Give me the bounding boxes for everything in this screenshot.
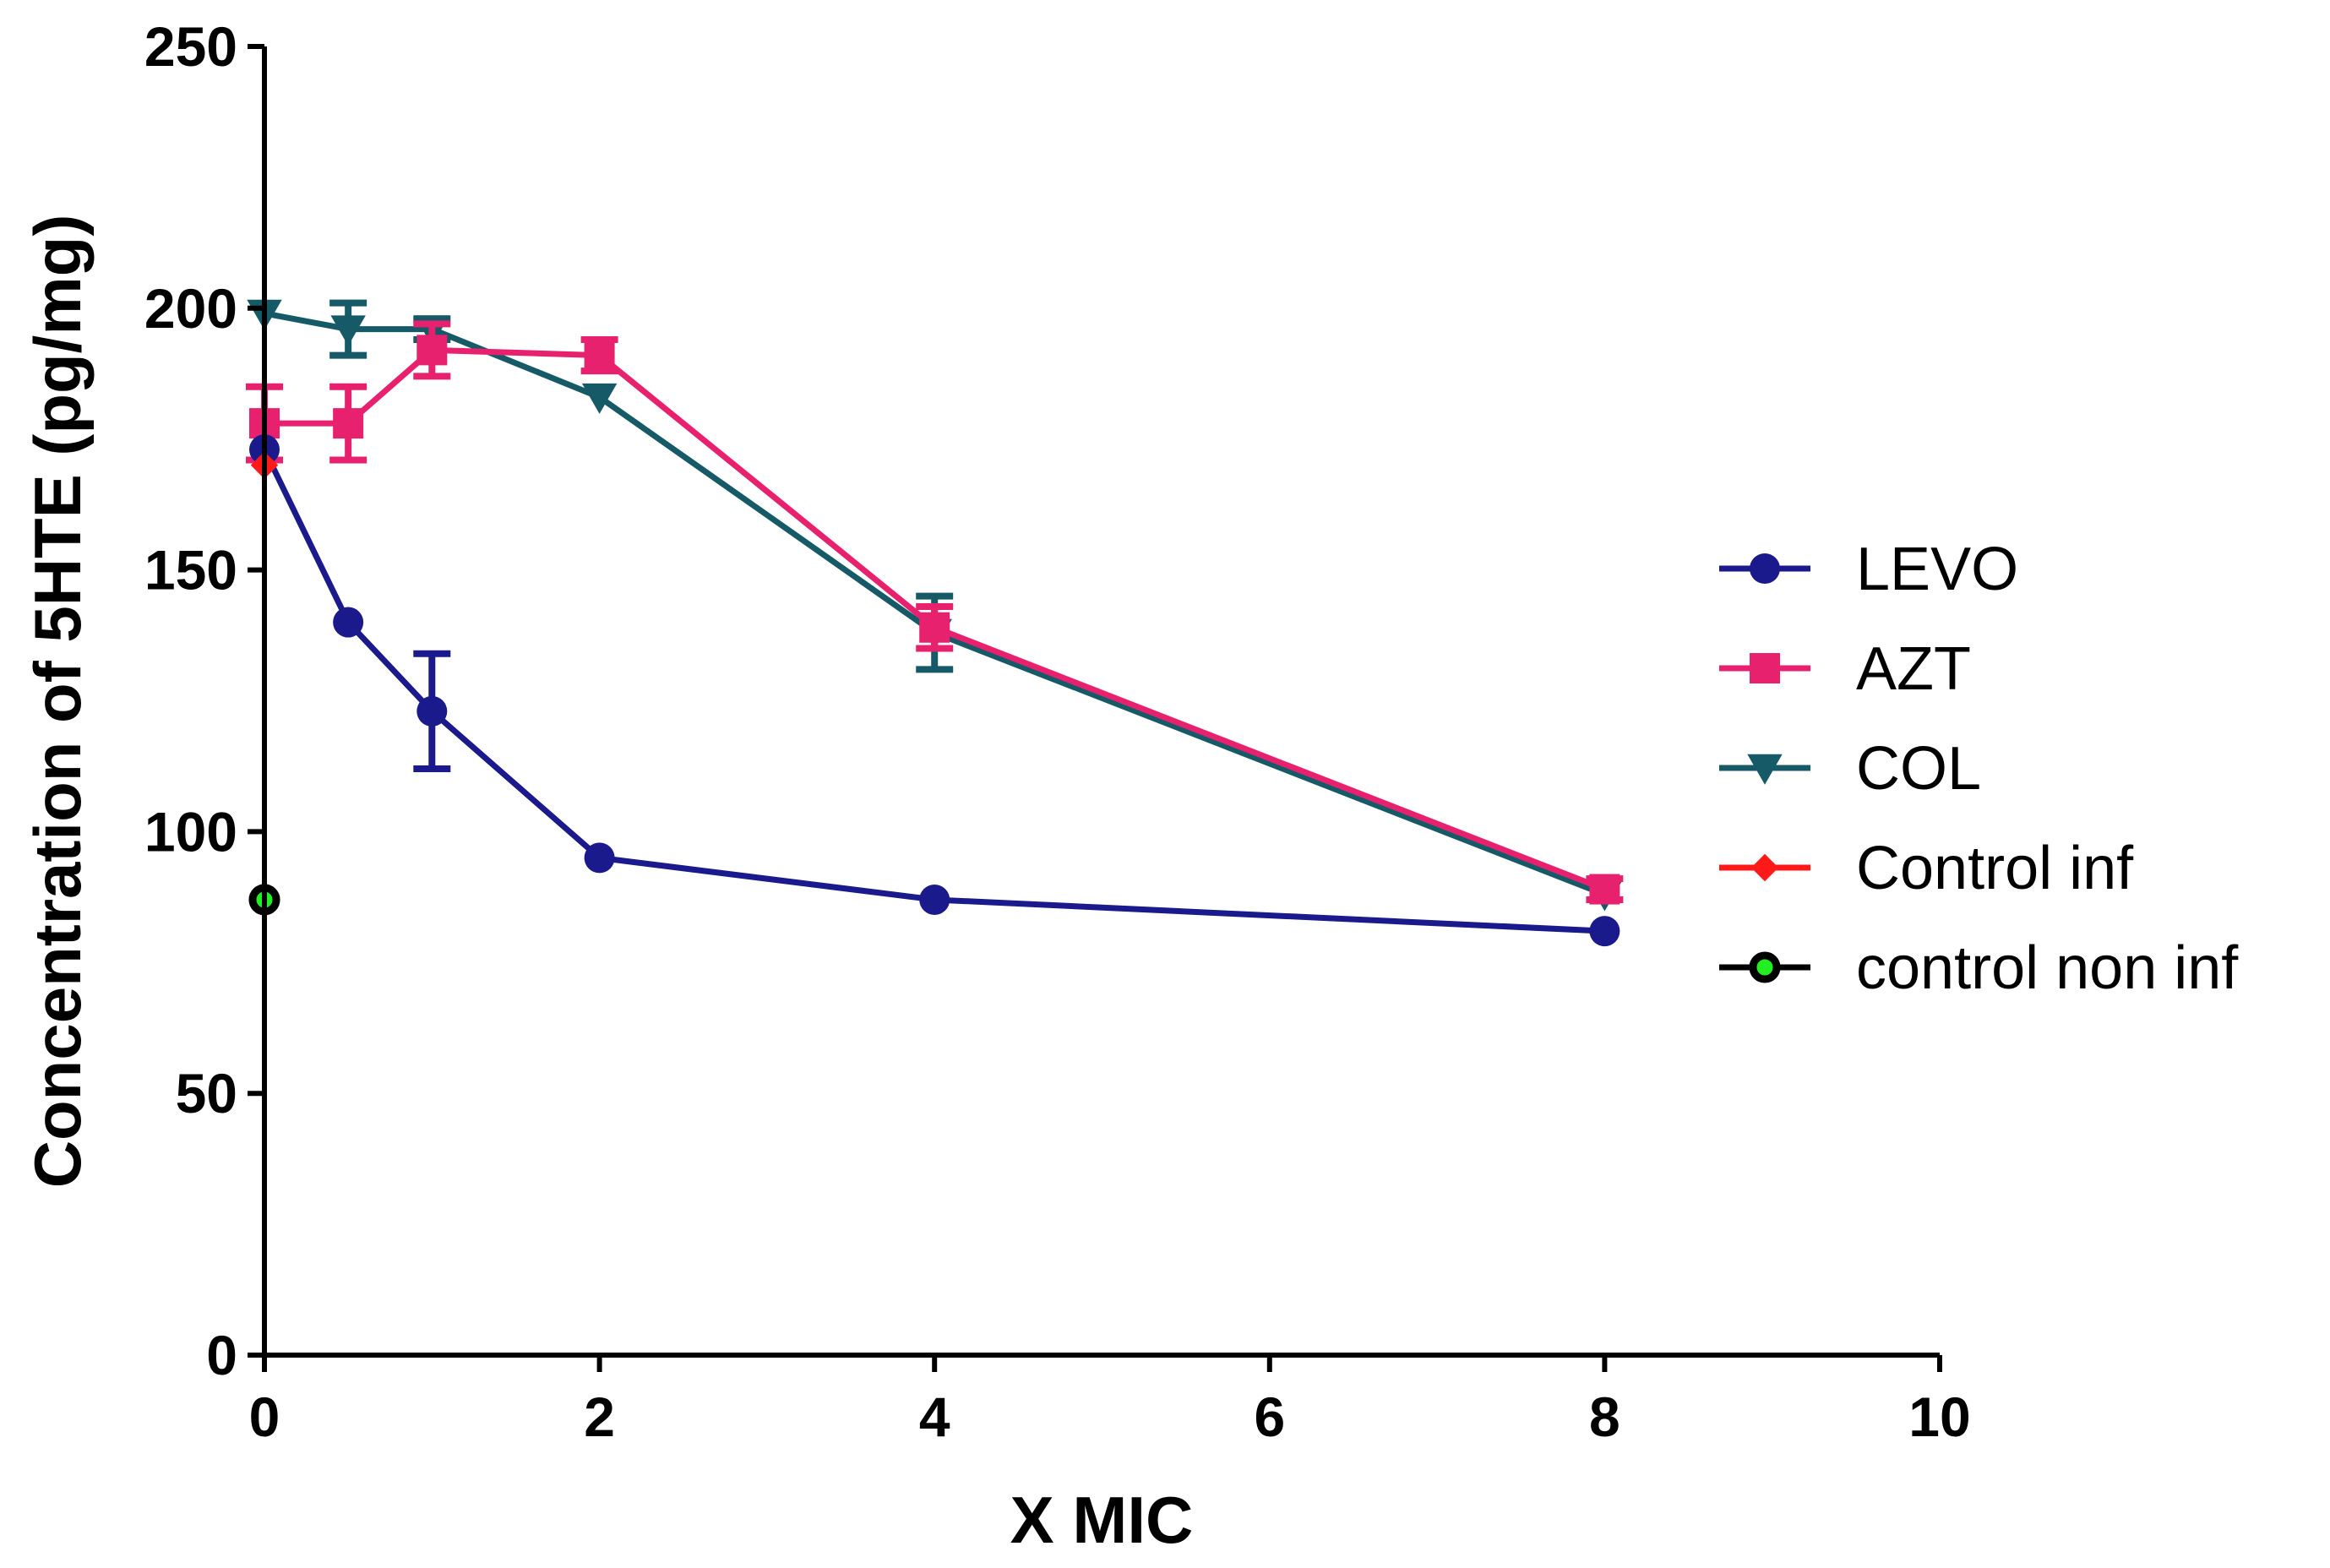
plot-area: 0 2 4 6 8 10 0 50 100 150 200 250 <box>144 15 1971 1448</box>
legend-label: LEVO <box>1856 536 2018 603</box>
x-tick-label: 4 <box>919 1386 950 1448</box>
legend-marker <box>1749 951 1781 983</box>
legend-marker <box>1747 754 1783 785</box>
legend-item: Control inf <box>1719 835 2134 902</box>
y-tick-label: 50 <box>176 1062 237 1124</box>
y-tick-label: 100 <box>144 800 237 863</box>
legend-marker <box>1750 653 1780 683</box>
y-ticks: 0 50 100 150 200 250 <box>144 15 264 1386</box>
legend-item: LEVO <box>1719 536 2018 603</box>
legend: LEVO AZT COL Control inf control non inf <box>1719 536 2239 1002</box>
legend-label: AZT <box>1856 635 1971 703</box>
legend-marker <box>1750 553 1780 584</box>
x-tick-label: 8 <box>1589 1386 1620 1448</box>
y-tick-label: 200 <box>144 277 237 340</box>
data-point <box>581 383 618 414</box>
x-tick-label: 10 <box>1908 1386 1970 1448</box>
x-axis-title: X MIC <box>1010 1483 1194 1557</box>
series-line <box>261 448 1605 934</box>
data-point <box>333 607 364 638</box>
legend-label: control non inf <box>1856 934 2239 1002</box>
y-tick-label: 250 <box>144 15 237 78</box>
x-tick-label: 2 <box>584 1386 615 1448</box>
data-point <box>416 695 448 727</box>
series-layer <box>246 299 1624 947</box>
data-point <box>584 842 615 874</box>
legend-item: AZT <box>1719 635 1971 703</box>
data-point <box>416 335 448 366</box>
legend-item: control non inf <box>1719 934 2239 1002</box>
legend-label: COL <box>1856 735 1981 803</box>
series-line <box>264 310 1606 898</box>
data-point <box>333 408 364 439</box>
data-point <box>919 884 950 915</box>
data-point <box>1589 916 1620 947</box>
y-axis-title: Concentration of 5HTE (pg/mg) <box>20 215 95 1189</box>
series-levo <box>249 434 1620 947</box>
legend-marker <box>1750 853 1779 882</box>
data-point <box>330 315 366 346</box>
x-tick-label: 0 <box>249 1386 280 1448</box>
data-point <box>584 340 615 371</box>
data-point <box>1589 874 1620 905</box>
series-azt <box>246 320 1624 905</box>
data-point <box>919 612 950 643</box>
x-ticks: 0 2 4 6 8 10 <box>249 1355 1971 1448</box>
legend-item: COL <box>1719 735 1981 803</box>
y-tick-label: 150 <box>144 539 237 602</box>
legend-label: Control inf <box>1856 835 2134 902</box>
x-tick-label: 6 <box>1254 1386 1285 1448</box>
y-tick-label: 0 <box>206 1324 237 1386</box>
